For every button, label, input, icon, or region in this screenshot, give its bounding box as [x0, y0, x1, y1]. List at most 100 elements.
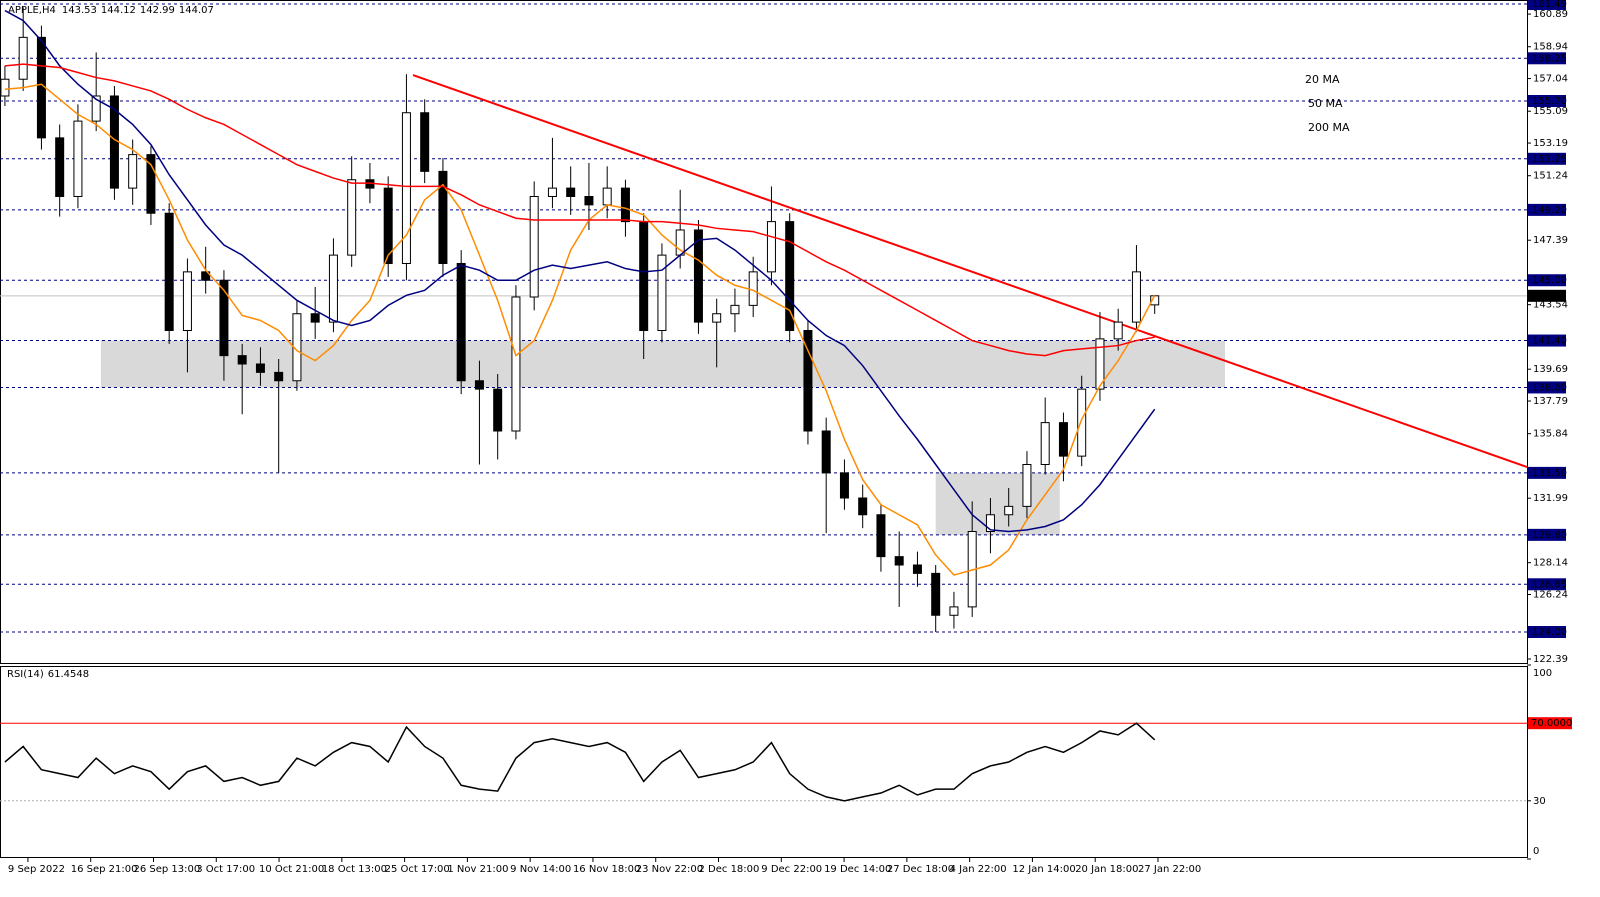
x-tick-label: 1 Nov 21:00	[447, 864, 508, 875]
candle-body	[36, 36, 46, 139]
candle-body	[237, 355, 247, 365]
x-tick-label: 9 Nov 14:00	[510, 864, 571, 875]
candle-body	[219, 279, 229, 357]
candle-body	[0, 78, 10, 97]
candle-body	[1022, 464, 1032, 507]
candle-body	[693, 229, 703, 323]
level-tag	[1528, 152, 1566, 165]
level-label: 158.25	[1532, 53, 1567, 64]
candle-body	[766, 221, 776, 273]
y-tick-label: 126.24	[1533, 589, 1568, 600]
level-label: 155.70	[1532, 96, 1567, 107]
candle-body	[456, 262, 466, 382]
level-label: 126.85	[1532, 579, 1567, 590]
x-tick-label: 27 Dec 18:00	[887, 864, 954, 875]
candle-body	[803, 329, 813, 432]
main-panel	[0, 0, 1528, 664]
rsi-panel	[0, 666, 1528, 858]
y-tick-label: 155.09	[1533, 106, 1568, 117]
x-tick-label: 16 Sep 21:00	[71, 864, 138, 875]
level-label: 70.0000	[1531, 718, 1572, 729]
candle-body	[91, 95, 101, 122]
candle-body	[55, 137, 65, 197]
candle-body	[401, 112, 411, 264]
y-tick-label: 137.79	[1533, 396, 1568, 407]
candle-body	[420, 112, 430, 172]
level-tag	[1528, 0, 1566, 11]
level-tag	[1528, 466, 1566, 479]
rsi-name: RSI(14)	[7, 669, 44, 680]
candle-body	[1131, 271, 1141, 323]
trendline	[412, 74, 1528, 468]
legend-entry: 200 MA	[1308, 121, 1350, 134]
candle-body	[274, 371, 284, 382]
y-tick-label: 153.19	[1533, 138, 1568, 149]
candle-body	[310, 313, 320, 323]
candle-body	[1058, 422, 1068, 457]
legend-entry: 20 MA	[1305, 73, 1340, 86]
candle-body	[164, 212, 174, 331]
candle-body	[529, 195, 539, 298]
candle-body	[949, 606, 959, 616]
price-label: 144.07	[1532, 291, 1567, 302]
x-tick-label: 25 Oct 17:00	[385, 864, 450, 875]
candle-body	[985, 514, 995, 533]
last-open: 143.53	[62, 5, 97, 16]
candle-body	[1095, 338, 1105, 390]
level-tag	[1528, 626, 1566, 639]
x-tick-label: 20 Jan 18:00	[1075, 864, 1138, 875]
candle-body	[438, 170, 448, 264]
level-label: 124.00	[1532, 627, 1567, 638]
x-tick-label: 9 Dec 22:00	[761, 864, 822, 875]
rsi-line	[4, 722, 1156, 802]
price-tag	[1528, 289, 1566, 302]
candle-body	[894, 556, 904, 566]
x-tick-label: 23 Nov 22:00	[636, 864, 703, 875]
level-tag	[1528, 203, 1566, 216]
x-tick-label: 10 Oct 21:00	[259, 864, 324, 875]
zone	[935, 472, 1060, 535]
y-tick-label: 160.89	[1533, 9, 1568, 20]
candle-body	[201, 271, 211, 281]
legend-entry: 50 MA	[1308, 97, 1343, 110]
y-tick-label: 128.14	[1533, 558, 1568, 569]
level-label: 129.80	[1532, 530, 1567, 541]
last-low: 142.99	[140, 5, 175, 16]
symbol: APPLE,H4	[8, 5, 56, 16]
candle-body	[657, 254, 667, 331]
x-tick-label: 18 Oct 13:00	[322, 864, 387, 875]
y-tick-label: 139.69	[1533, 364, 1568, 375]
candle-body	[128, 154, 138, 189]
x-tick-label: 19 Dec 14:00	[824, 864, 891, 875]
rsi-title: RSI(14) 61.4548	[7, 669, 89, 680]
candle-body	[1004, 505, 1014, 516]
y-tick-label: 158.94	[1533, 42, 1568, 53]
moving-average	[4, 9, 1156, 533]
x-tick-label: 3 Oct 17:00	[196, 864, 255, 875]
candle-body	[328, 254, 338, 323]
level-tag	[1528, 274, 1566, 287]
y-tick-label: 122.39	[1533, 654, 1568, 665]
y-tick-label: 157.04	[1533, 74, 1568, 85]
x-tick-label: 27 Jan 22:00	[1138, 864, 1201, 875]
candle-body	[1077, 388, 1087, 457]
y-tick-label: 151.24	[1533, 171, 1568, 182]
candle-body	[620, 187, 630, 223]
level-label: 161.49	[1532, 0, 1567, 10]
x-tick-label: 26 Sep 13:00	[133, 864, 200, 875]
candle-body	[839, 472, 849, 499]
candle-body	[584, 195, 594, 206]
y-tick-label: 131.99	[1533, 493, 1568, 504]
level-label: 145.00	[1532, 275, 1567, 286]
candle-body	[748, 271, 758, 306]
candle-body	[547, 187, 557, 197]
y-tick-label: 135.84	[1533, 429, 1568, 440]
level-tag	[1528, 578, 1566, 591]
chart-title: APPLE,H4 143.53 144.12 142.99 144.07	[8, 5, 214, 16]
y-tick-label: 147.39	[1533, 235, 1568, 246]
candle-body	[602, 187, 612, 206]
candle-body	[566, 187, 576, 197]
level-tag	[1528, 381, 1566, 394]
x-tick-label: 2 Dec 18:00	[699, 864, 760, 875]
x-tick-label: 12 Jan 14:00	[1012, 864, 1075, 875]
